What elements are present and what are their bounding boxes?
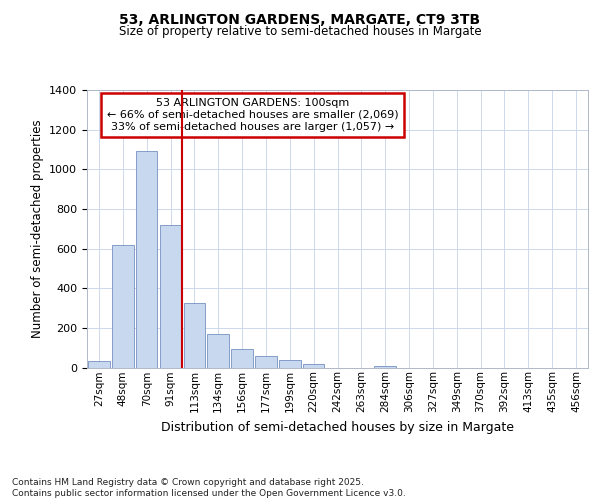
Bar: [184, 303, 205, 368]
Bar: [112, 244, 134, 368]
Text: 53, ARLINGTON GARDENS, MARGATE, CT9 3TB: 53, ARLINGTON GARDENS, MARGATE, CT9 3TB: [119, 12, 481, 26]
X-axis label: Distribution of semi-detached houses by size in Margate: Distribution of semi-detached houses by …: [161, 420, 514, 434]
Text: Contains HM Land Registry data © Crown copyright and database right 2025.
Contai: Contains HM Land Registry data © Crown c…: [12, 478, 406, 498]
Bar: [255, 356, 277, 368]
Text: 53 ARLINGTON GARDENS: 100sqm
← 66% of semi-detached houses are smaller (2,069)
3: 53 ARLINGTON GARDENS: 100sqm ← 66% of se…: [107, 98, 398, 132]
Bar: [160, 225, 181, 368]
Text: Size of property relative to semi-detached houses in Margate: Size of property relative to semi-detach…: [119, 25, 481, 38]
Y-axis label: Number of semi-detached properties: Number of semi-detached properties: [31, 120, 44, 338]
Bar: [232, 348, 253, 368]
Bar: [374, 366, 396, 368]
Bar: [136, 152, 157, 368]
Bar: [279, 360, 301, 368]
Bar: [208, 334, 229, 368]
Bar: [88, 360, 110, 368]
Bar: [303, 364, 325, 368]
